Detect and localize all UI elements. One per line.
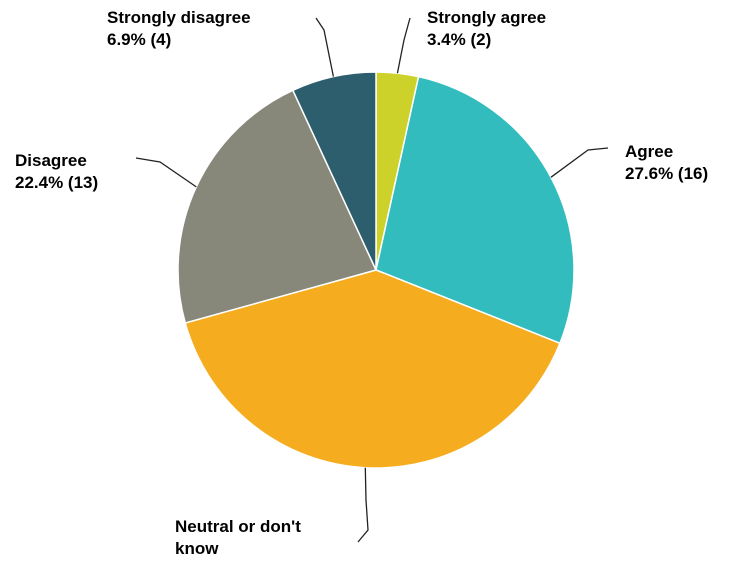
leader-line-strongly-agree [396,17,411,74]
leader-line-neutral [357,467,369,543]
pie-slice-strongly-disagree [291,71,377,271]
label-disagree: Disagree 22.4% (13) [15,151,98,192]
label-neutral: Neutral or don't know [175,517,306,558]
label-neutral-line-2: know [175,539,219,558]
label-strongly-agree: Strongly agree 3.4% (2) [427,8,551,49]
leader-lines [135,17,609,543]
label-disagree-name: Disagree [15,151,87,170]
leader-line-agree [550,147,609,178]
label-strongly-agree-name: Strongly agree [427,8,546,27]
pie-slices [177,71,575,469]
label-strongly-disagree-value: 6.9% (4) [107,30,171,49]
label-agree-value: 27.6% (16) [625,164,708,183]
label-agree-name: Agree [625,142,673,161]
label-strongly-disagree: Strongly disagree 6.9% (4) [107,8,255,49]
label-strongly-disagree-name: Strongly disagree [107,8,251,27]
label-strongly-agree-value: 3.4% (2) [427,30,491,49]
pie-slice-neutral [184,269,561,469]
leader-line-strongly-disagree [315,17,335,77]
label-agree: Agree 27.6% (16) [625,142,708,183]
label-disagree-value: 22.4% (13) [15,173,98,192]
leader-line-disagree [135,157,197,188]
label-neutral-line-1: Neutral or don't [175,517,301,536]
